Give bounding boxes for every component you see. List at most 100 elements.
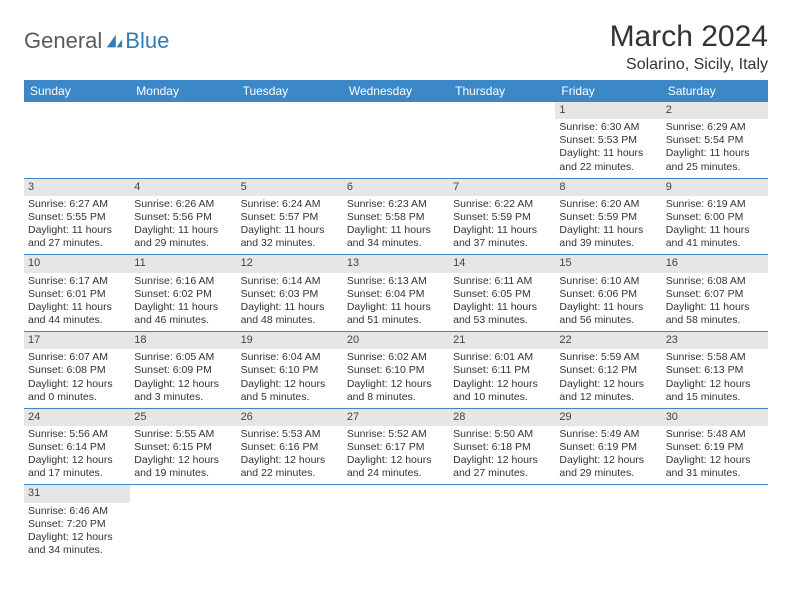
calendar-cell: 20Sunrise: 6:02 AMSunset: 6:10 PMDayligh… [343, 332, 449, 409]
sunrise-line: Sunrise: 6:16 AM [134, 275, 232, 288]
day-number: 8 [555, 179, 661, 196]
weekday-header: Thursday [449, 80, 555, 102]
calendar-cell [237, 485, 343, 561]
day-body: Sunrise: 6:13 AMSunset: 6:04 PMDaylight:… [343, 273, 449, 332]
day-number: 4 [130, 179, 236, 196]
day-body: Sunrise: 6:08 AMSunset: 6:07 PMDaylight:… [662, 273, 768, 332]
calendar-table: Sunday Monday Tuesday Wednesday Thursday… [24, 80, 768, 561]
daylight-line: Daylight: 11 hours and 48 minutes. [241, 301, 339, 327]
calendar-row: 17Sunrise: 6:07 AMSunset: 6:08 PMDayligh… [24, 332, 768, 409]
sunrise-line: Sunrise: 6:11 AM [453, 275, 551, 288]
sunset-line: Sunset: 6:19 PM [666, 441, 764, 454]
logo-sail-icon [105, 33, 123, 51]
daylight-line: Daylight: 11 hours and 39 minutes. [559, 224, 657, 250]
daylight-line: Daylight: 12 hours and 31 minutes. [666, 454, 764, 480]
calendar-cell [237, 102, 343, 178]
day-body: Sunrise: 6:11 AMSunset: 6:05 PMDaylight:… [449, 273, 555, 332]
day-body: Sunrise: 6:22 AMSunset: 5:59 PMDaylight:… [449, 196, 555, 255]
sunset-line: Sunset: 5:55 PM [28, 211, 126, 224]
day-number: 21 [449, 332, 555, 349]
sunrise-line: Sunrise: 6:46 AM [28, 505, 126, 518]
sunset-line: Sunset: 6:15 PM [134, 441, 232, 454]
day-number: 6 [343, 179, 449, 196]
daylight-line: Daylight: 11 hours and 29 minutes. [134, 224, 232, 250]
sunrise-line: Sunrise: 6:22 AM [453, 198, 551, 211]
calendar-cell: 1Sunrise: 6:30 AMSunset: 5:53 PMDaylight… [555, 102, 661, 178]
day-body: Sunrise: 6:24 AMSunset: 5:57 PMDaylight:… [237, 196, 343, 255]
sunset-line: Sunset: 6:07 PM [666, 288, 764, 301]
calendar-cell [343, 485, 449, 561]
calendar-cell [449, 102, 555, 178]
day-number: 15 [555, 255, 661, 272]
sunset-line: Sunset: 6:13 PM [666, 364, 764, 377]
calendar-cell: 30Sunrise: 5:48 AMSunset: 6:19 PMDayligh… [662, 408, 768, 485]
sunrise-line: Sunrise: 6:27 AM [28, 198, 126, 211]
day-number-empty [130, 485, 236, 502]
sunrise-line: Sunrise: 6:19 AM [666, 198, 764, 211]
sunset-line: Sunset: 6:11 PM [453, 364, 551, 377]
calendar-cell [130, 485, 236, 561]
sunrise-line: Sunrise: 6:26 AM [134, 198, 232, 211]
sunrise-line: Sunrise: 5:48 AM [666, 428, 764, 441]
weekday-header: Friday [555, 80, 661, 102]
daylight-line: Daylight: 12 hours and 12 minutes. [559, 378, 657, 404]
day-body: Sunrise: 6:20 AMSunset: 5:59 PMDaylight:… [555, 196, 661, 255]
sunset-line: Sunset: 6:04 PM [347, 288, 445, 301]
calendar-cell: 3Sunrise: 6:27 AMSunset: 5:55 PMDaylight… [24, 178, 130, 255]
day-number: 11 [130, 255, 236, 272]
daylight-line: Daylight: 11 hours and 46 minutes. [134, 301, 232, 327]
weekday-header: Tuesday [237, 80, 343, 102]
daylight-line: Daylight: 11 hours and 44 minutes. [28, 301, 126, 327]
day-number-empty [449, 485, 555, 502]
calendar-cell: 16Sunrise: 6:08 AMSunset: 6:07 PMDayligh… [662, 255, 768, 332]
calendar-row: 31Sunrise: 6:46 AMSunset: 7:20 PMDayligh… [24, 485, 768, 561]
calendar-cell [24, 102, 130, 178]
day-body: Sunrise: 6:26 AMSunset: 5:56 PMDaylight:… [130, 196, 236, 255]
day-body: Sunrise: 6:10 AMSunset: 6:06 PMDaylight:… [555, 273, 661, 332]
header: General Blue March 2024 Solarino, Sicily… [24, 20, 768, 74]
sunset-line: Sunset: 6:10 PM [241, 364, 339, 377]
day-body: Sunrise: 6:01 AMSunset: 6:11 PMDaylight:… [449, 349, 555, 408]
day-number: 7 [449, 179, 555, 196]
calendar-cell: 2Sunrise: 6:29 AMSunset: 5:54 PMDaylight… [662, 102, 768, 178]
weekday-header: Saturday [662, 80, 768, 102]
calendar-cell: 18Sunrise: 6:05 AMSunset: 6:09 PMDayligh… [130, 332, 236, 409]
sunset-line: Sunset: 6:14 PM [28, 441, 126, 454]
calendar-cell: 4Sunrise: 6:26 AMSunset: 5:56 PMDaylight… [130, 178, 236, 255]
daylight-line: Daylight: 12 hours and 0 minutes. [28, 378, 126, 404]
logo: General Blue [24, 20, 169, 54]
sunrise-line: Sunrise: 6:20 AM [559, 198, 657, 211]
daylight-line: Daylight: 12 hours and 10 minutes. [453, 378, 551, 404]
sunrise-line: Sunrise: 6:30 AM [559, 121, 657, 134]
day-body: Sunrise: 6:14 AMSunset: 6:03 PMDaylight:… [237, 273, 343, 332]
calendar-cell: 17Sunrise: 6:07 AMSunset: 6:08 PMDayligh… [24, 332, 130, 409]
calendar-cell: 19Sunrise: 6:04 AMSunset: 6:10 PMDayligh… [237, 332, 343, 409]
day-body: Sunrise: 5:59 AMSunset: 6:12 PMDaylight:… [555, 349, 661, 408]
calendar-cell: 31Sunrise: 6:46 AMSunset: 7:20 PMDayligh… [24, 485, 130, 561]
day-body: Sunrise: 5:48 AMSunset: 6:19 PMDaylight:… [662, 426, 768, 485]
calendar-row: 3Sunrise: 6:27 AMSunset: 5:55 PMDaylight… [24, 178, 768, 255]
sunrise-line: Sunrise: 5:56 AM [28, 428, 126, 441]
sunrise-line: Sunrise: 5:50 AM [453, 428, 551, 441]
weekday-header: Sunday [24, 80, 130, 102]
day-number-empty [343, 485, 449, 502]
sunrise-line: Sunrise: 5:53 AM [241, 428, 339, 441]
day-number-empty [343, 102, 449, 119]
sunrise-line: Sunrise: 6:23 AM [347, 198, 445, 211]
day-number: 24 [24, 409, 130, 426]
day-body: Sunrise: 6:05 AMSunset: 6:09 PMDaylight:… [130, 349, 236, 408]
calendar-body: 1Sunrise: 6:30 AMSunset: 5:53 PMDaylight… [24, 102, 768, 561]
day-number: 23 [662, 332, 768, 349]
sunrise-line: Sunrise: 5:52 AM [347, 428, 445, 441]
sunset-line: Sunset: 5:57 PM [241, 211, 339, 224]
day-number: 14 [449, 255, 555, 272]
day-body: Sunrise: 5:58 AMSunset: 6:13 PMDaylight:… [662, 349, 768, 408]
sunrise-line: Sunrise: 5:58 AM [666, 351, 764, 364]
sunset-line: Sunset: 6:10 PM [347, 364, 445, 377]
sunrise-line: Sunrise: 6:04 AM [241, 351, 339, 364]
sunset-line: Sunset: 5:58 PM [347, 211, 445, 224]
calendar-row: 10Sunrise: 6:17 AMSunset: 6:01 PMDayligh… [24, 255, 768, 332]
location: Solarino, Sicily, Italy [610, 56, 768, 74]
day-number: 17 [24, 332, 130, 349]
sunset-line: Sunset: 6:06 PM [559, 288, 657, 301]
